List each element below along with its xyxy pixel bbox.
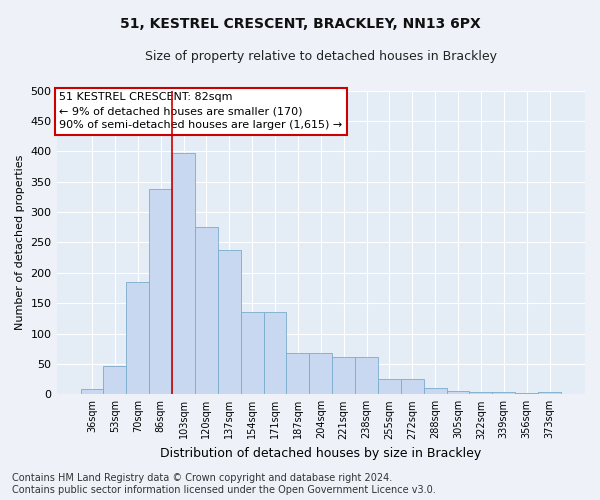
Bar bbox=[446, 390, 469, 394]
Bar bbox=[127, 282, 149, 395]
Bar bbox=[263, 312, 286, 394]
Text: 51 KESTREL CRESCENT: 82sqm
← 9% of detached houses are smaller (170)
90% of semi: 51 KESTREL CRESCENT: 82sqm ← 9% of detac… bbox=[59, 92, 343, 130]
Bar bbox=[195, 226, 218, 394]
Bar bbox=[401, 379, 424, 394]
Text: 51, KESTREL CRESCENT, BRACKLEY, NN13 6PX: 51, KESTREL CRESCENT, BRACKLEY, NN13 6PX bbox=[119, 18, 481, 32]
Bar bbox=[355, 357, 378, 395]
Bar bbox=[218, 250, 241, 394]
Bar bbox=[493, 392, 515, 394]
Bar bbox=[172, 152, 195, 394]
X-axis label: Distribution of detached houses by size in Brackley: Distribution of detached houses by size … bbox=[160, 447, 481, 460]
Text: Contains HM Land Registry data © Crown copyright and database right 2024.
Contai: Contains HM Land Registry data © Crown c… bbox=[12, 474, 436, 495]
Bar bbox=[424, 388, 446, 394]
Y-axis label: Number of detached properties: Number of detached properties bbox=[15, 154, 25, 330]
Bar bbox=[310, 353, 332, 395]
Bar bbox=[538, 392, 561, 394]
Bar bbox=[149, 189, 172, 394]
Bar bbox=[378, 379, 401, 394]
Bar bbox=[80, 390, 103, 394]
Bar bbox=[469, 392, 493, 394]
Title: Size of property relative to detached houses in Brackley: Size of property relative to detached ho… bbox=[145, 50, 497, 63]
Bar bbox=[515, 393, 538, 394]
Bar bbox=[103, 366, 127, 394]
Bar bbox=[332, 357, 355, 395]
Bar bbox=[241, 312, 263, 394]
Bar bbox=[286, 353, 310, 395]
